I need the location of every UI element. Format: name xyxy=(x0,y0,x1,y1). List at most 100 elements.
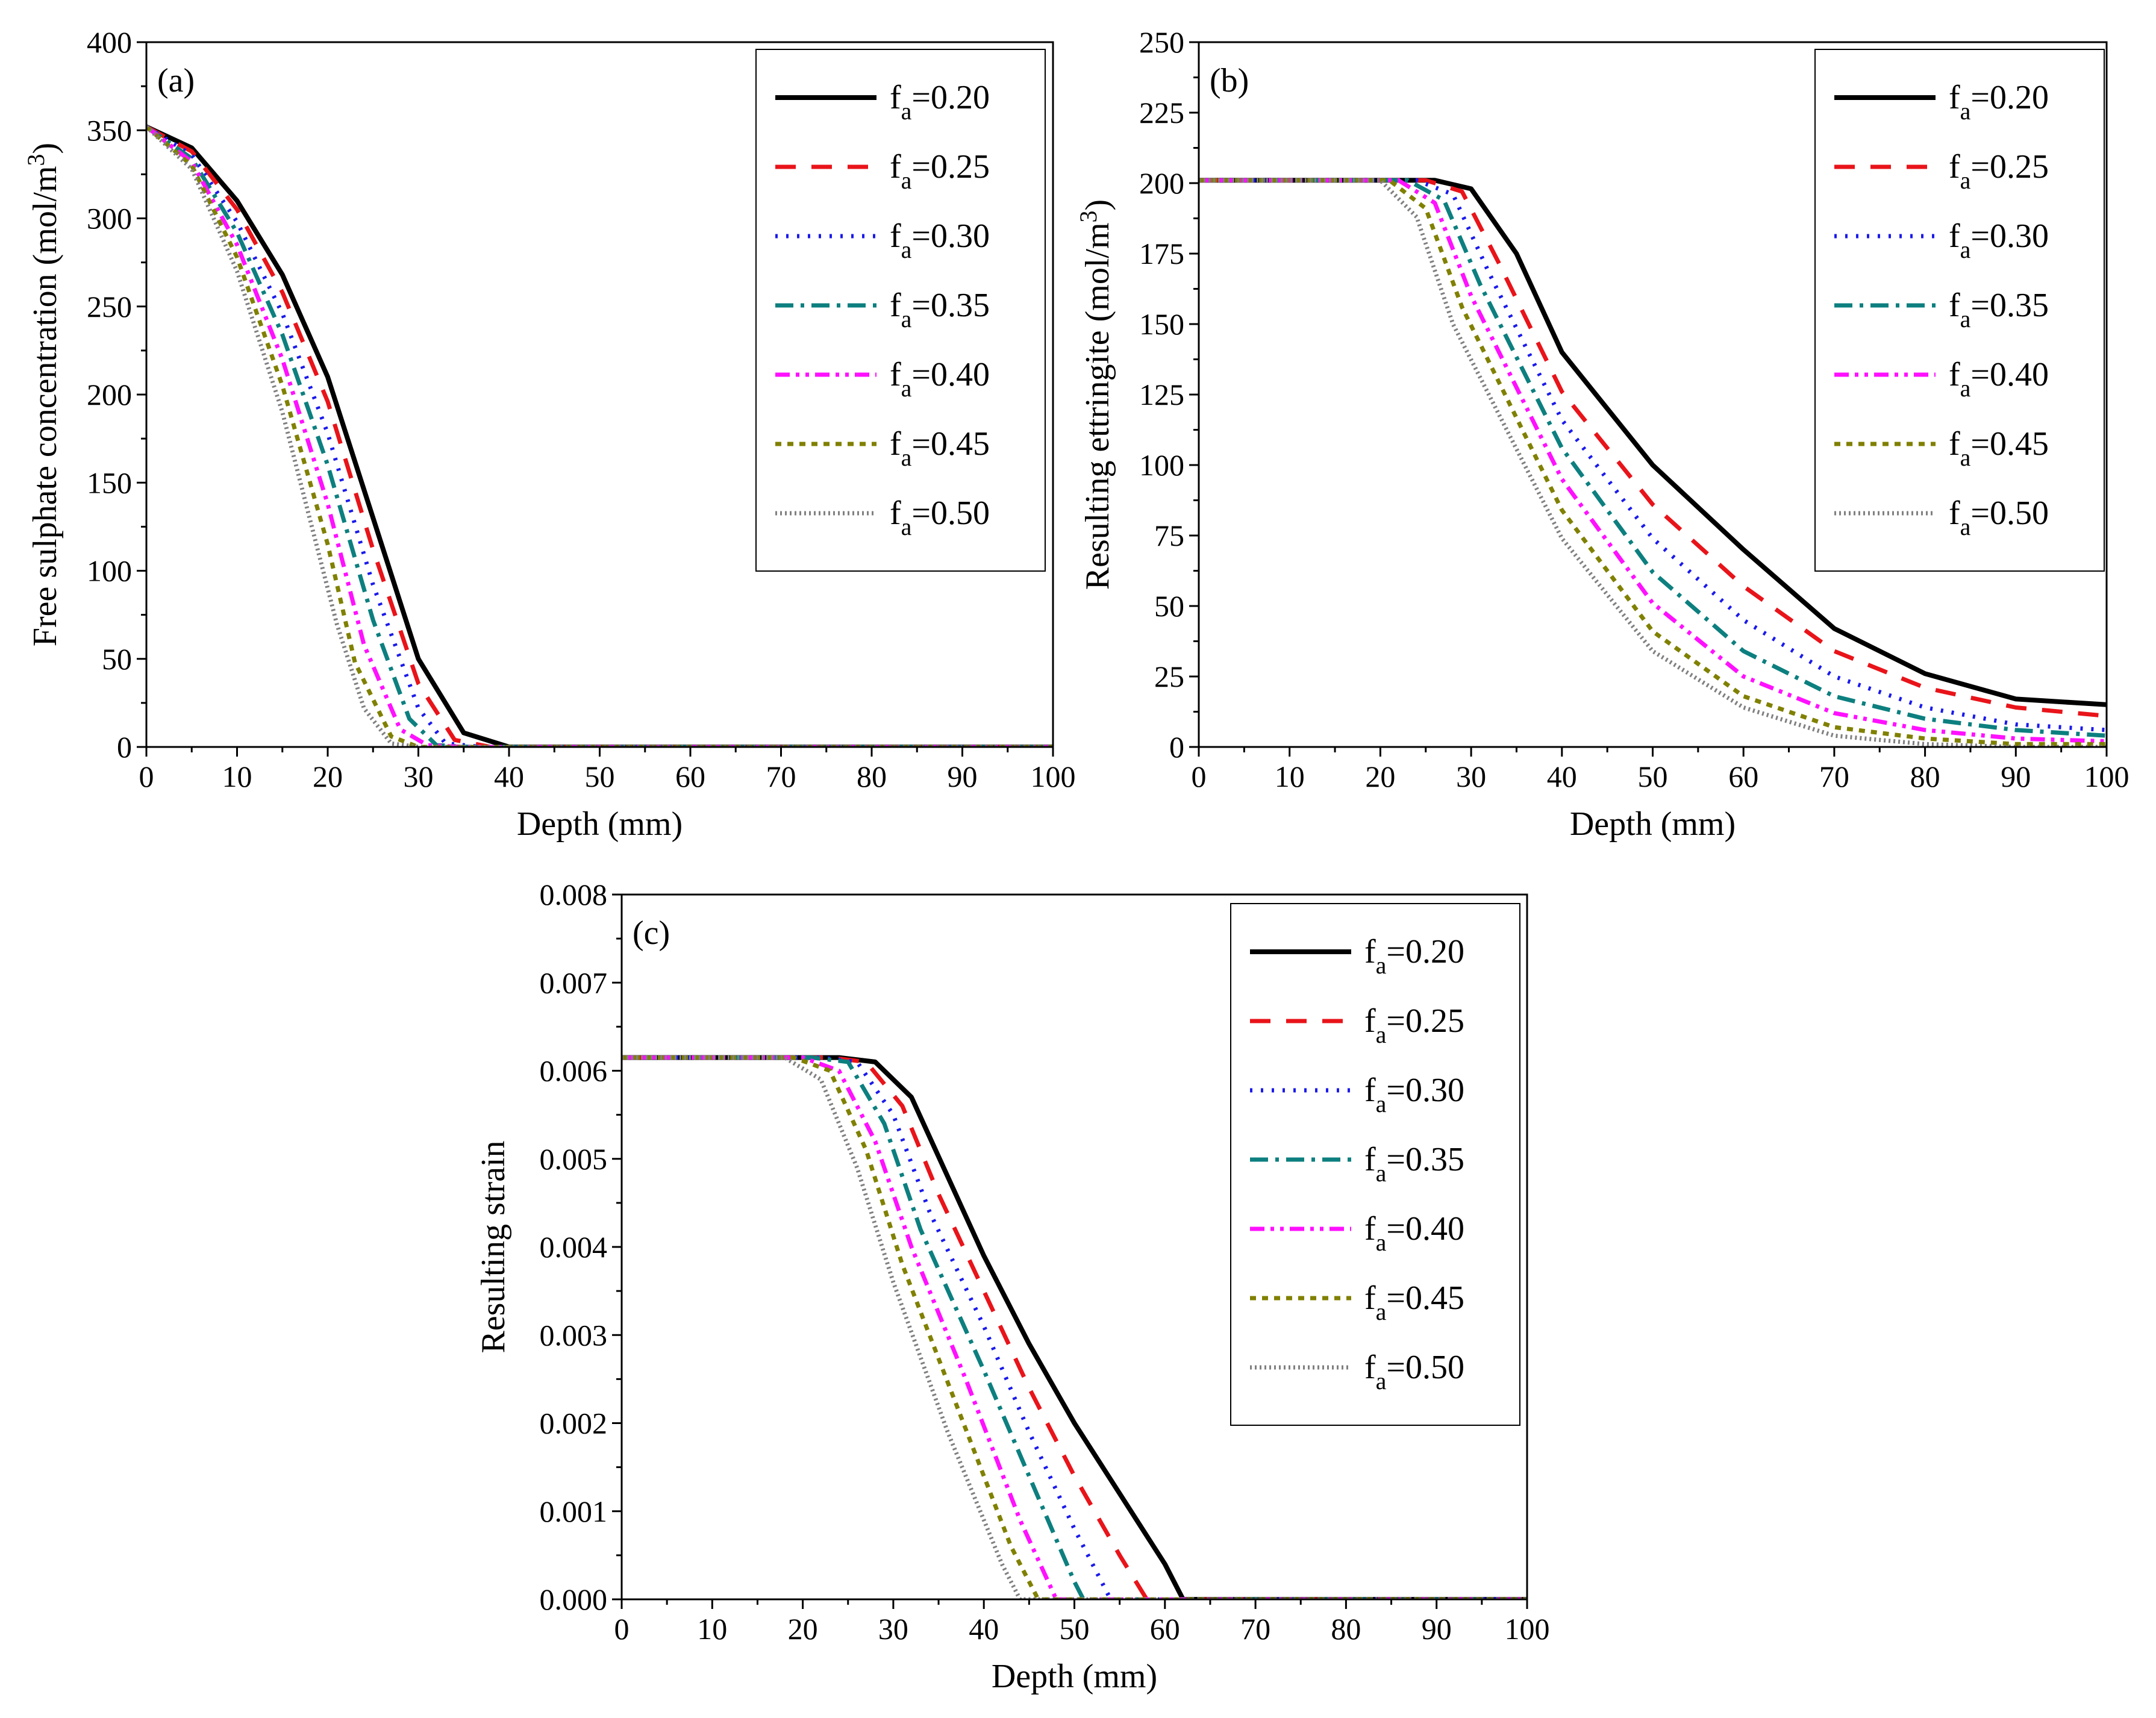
legend-label: fa=0.30 xyxy=(1949,217,2049,263)
legend-label-value: =0.50 xyxy=(1386,1349,1464,1386)
y-tick-label: 0 xyxy=(117,730,132,764)
panel-b: 0 10 20 30 40 50 60 70 80 90 100 0 25 50 75 100 125 150 17… xyxy=(1075,25,2129,843)
y-tick-label: 100 xyxy=(1139,448,1184,482)
x-tick-label: 30 xyxy=(878,1612,908,1646)
series-line-fa-0-20 xyxy=(1199,178,2107,707)
legend-label-base: f xyxy=(890,425,901,463)
x-tick-label: 20 xyxy=(313,760,343,793)
legend-label-base: f xyxy=(1364,1210,1376,1248)
legend-box xyxy=(755,49,1046,572)
x-tick-label: 10 xyxy=(222,760,252,793)
y-tick-label: 300 xyxy=(87,202,132,236)
y-tick-label: 125 xyxy=(1139,378,1184,411)
x-axis-title: Depth (mm) xyxy=(1570,805,1736,843)
legend-label-value: =0.50 xyxy=(911,495,990,532)
legend-label-value: =0.35 xyxy=(1970,287,2049,324)
legend-label-value: =0.40 xyxy=(911,356,990,393)
legend-label-sub: a xyxy=(901,305,912,333)
x-axis-title: Depth (mm) xyxy=(517,805,683,843)
legend-label-sub: a xyxy=(1960,236,1971,263)
series-line-fa-0-45 xyxy=(622,1055,1527,1599)
legend-label-sub: a xyxy=(901,513,912,540)
legend-box xyxy=(1814,49,2105,572)
legend-label-sub: a xyxy=(1960,167,1971,194)
legend-label: fa=0.30 xyxy=(1364,1072,1464,1117)
series-line-fa-0-45 xyxy=(1199,178,2107,746)
x-tick-label: 80 xyxy=(1331,1612,1361,1646)
y-tick-label: 0.004 xyxy=(540,1230,608,1264)
legend-label-sub: a xyxy=(1376,1367,1387,1395)
panel-a: 0 10 20 30 40 50 60 70 80 90 100 0 50 100 150 200 250 300… xyxy=(22,25,1076,843)
legend-label-sub: a xyxy=(901,444,912,471)
x-tick-label: 0 xyxy=(614,1612,630,1646)
series-line-fa-0-20 xyxy=(622,1055,1527,1599)
y-tick-label: 200 xyxy=(87,378,132,411)
legend-label-base: f xyxy=(1364,1002,1376,1040)
y-axis-title-main: Free sulphate concentration (mol/m xyxy=(27,166,64,646)
legend-label-value: =0.50 xyxy=(1970,495,2049,532)
y-tick-label: 100 xyxy=(87,554,132,588)
x-tick-label: 90 xyxy=(2001,760,2031,793)
legend-label-value: =0.35 xyxy=(1386,1141,1464,1178)
x-tick-label: 0 xyxy=(139,760,154,793)
legend-label: fa=0.35 xyxy=(890,287,990,333)
legend-label-base: f xyxy=(890,148,901,186)
legend-label-base: f xyxy=(1949,148,1960,186)
legend-label-sub: a xyxy=(1376,1090,1387,1117)
y-tick-label: 75 xyxy=(1154,519,1184,552)
x-tick-label: 20 xyxy=(1365,760,1395,793)
legend-label-sub: a xyxy=(901,375,912,402)
x-tick-label: 90 xyxy=(1422,1612,1452,1646)
legend-label-base: f xyxy=(890,287,901,324)
legend-label: fa=0.20 xyxy=(1949,79,2049,125)
legend-label-value: =0.25 xyxy=(1386,1002,1464,1040)
legend-label-base: f xyxy=(890,495,901,532)
y-tick-label: 0.002 xyxy=(540,1407,608,1440)
legend-label-base: f xyxy=(1364,933,1376,970)
x-tick-label: 10 xyxy=(1275,760,1305,793)
legend-label-base: f xyxy=(1949,287,1960,324)
legend-label-base: f xyxy=(1364,1072,1376,1109)
legend-label-sub: a xyxy=(1376,1229,1387,1256)
legend-label: fa=0.45 xyxy=(1949,425,2049,471)
legend-label-base: f xyxy=(1949,79,1960,116)
legend-label-base: f xyxy=(1949,495,1960,532)
legend-label-value: =0.35 xyxy=(911,287,990,324)
legend-label-sub: a xyxy=(901,167,912,194)
x-tick-label: 0 xyxy=(1192,760,1207,793)
legend-label: fa=0.45 xyxy=(1364,1279,1464,1325)
y-tick-label: 0.006 xyxy=(540,1054,608,1088)
legend-label-sub: a xyxy=(1960,98,1971,125)
series-line-fa-0-20 xyxy=(146,124,1053,747)
legend-label: fa=0.35 xyxy=(1364,1141,1464,1187)
legend-label-base: f xyxy=(890,79,901,116)
panel-label: (c) xyxy=(633,914,670,952)
legend-label-value: =0.20 xyxy=(1970,79,2049,116)
x-tick-label: 70 xyxy=(1819,760,1849,793)
legend-label-base: f xyxy=(1364,1349,1376,1386)
x-tick-label: 50 xyxy=(585,760,615,793)
series-line-fa-0-25 xyxy=(1199,178,2107,718)
legend-label-base: f xyxy=(1949,217,1960,255)
legend-label-base: f xyxy=(1364,1141,1376,1178)
x-tick-label: 30 xyxy=(404,760,434,793)
y-axis-title-sup: 3 xyxy=(1075,210,1102,222)
y-axis-title-main: Resulting ettringite (mol/m xyxy=(1079,222,1116,590)
series-line-fa-0-40 xyxy=(1199,178,2107,744)
legend-label-value: =0.40 xyxy=(1970,356,2049,393)
series-line-fa-0-35 xyxy=(622,1055,1527,1599)
y-tick-label: 250 xyxy=(1139,25,1184,59)
y-axis-title-close: ) xyxy=(1079,199,1116,211)
y-tick-label: 25 xyxy=(1154,660,1184,693)
legend-label-sub: a xyxy=(1960,305,1971,333)
series-line-fa-0-40 xyxy=(622,1055,1527,1599)
x-tick-label: 40 xyxy=(1547,760,1577,793)
x-tick-label: 90 xyxy=(948,760,978,793)
legend-label-sub: a xyxy=(1376,952,1387,979)
y-tick-label: 175 xyxy=(1139,237,1184,270)
legend-label-base: f xyxy=(1949,425,1960,463)
x-tick-label: 50 xyxy=(1060,1612,1090,1646)
legend-label: fa=0.40 xyxy=(1949,356,2049,402)
series-line-fa-0-45 xyxy=(146,125,1053,747)
